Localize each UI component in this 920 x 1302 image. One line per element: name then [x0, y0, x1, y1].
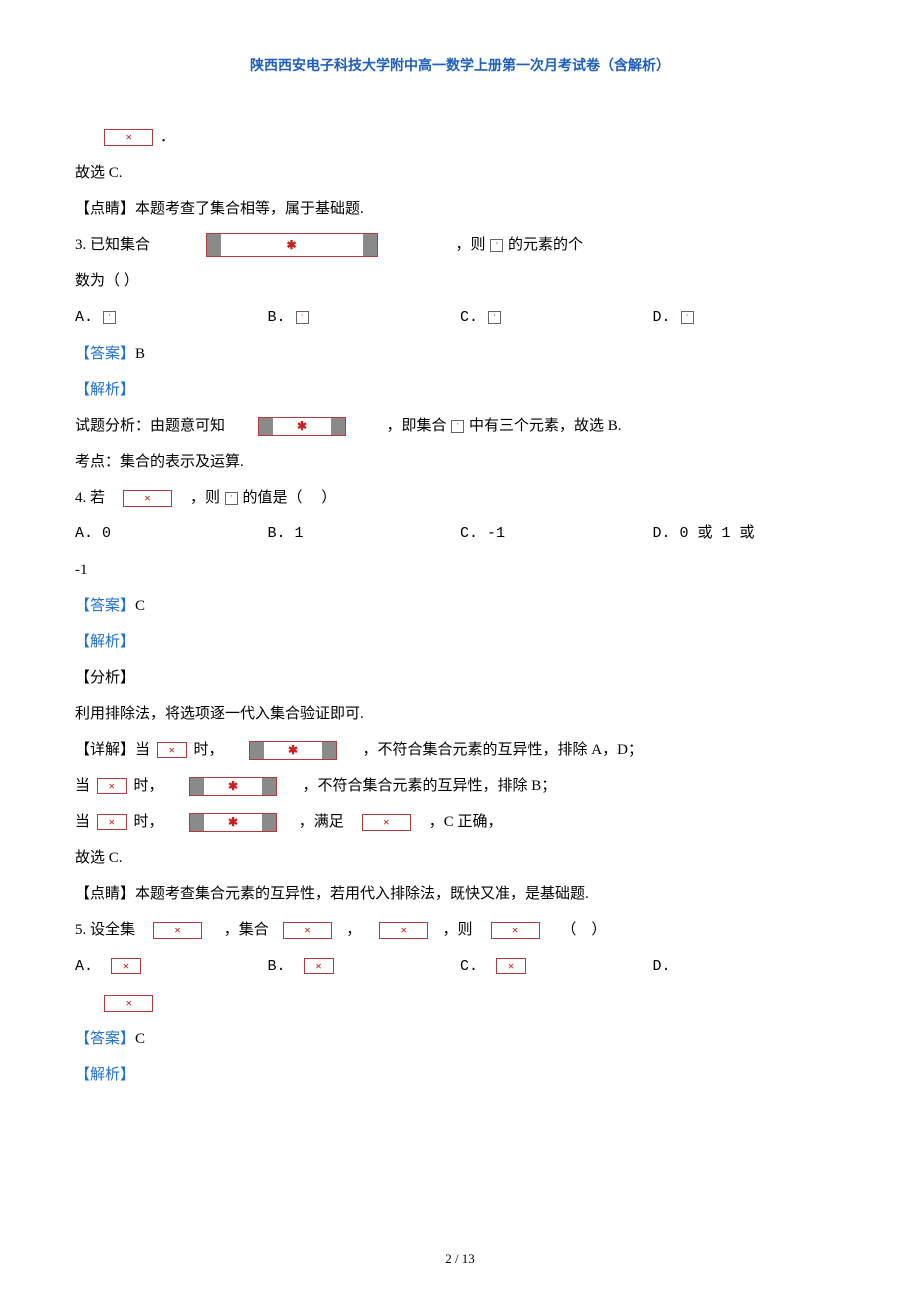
- q5-analysis-label: 【解析】: [75, 1057, 845, 1093]
- inline-var-icon: [225, 492, 238, 505]
- formula-icon: [189, 777, 277, 796]
- q5-options: A. B. C. D.: [75, 948, 845, 985]
- formula-icon: [153, 922, 202, 939]
- formula-icon: [157, 742, 187, 758]
- q4-fenxi: 【分析】: [75, 660, 845, 696]
- formula-icon: [491, 922, 540, 939]
- q4-opt-d: D. 0 或 1 或: [653, 516, 846, 552]
- formula-icon: [379, 922, 428, 939]
- q5-opt-a: A.: [75, 948, 268, 985]
- formula-icon: [97, 814, 127, 830]
- q3-analysis-1: 试题分析：由题意可知 ，即集合 中有三个元素，故选 B.: [75, 408, 845, 444]
- page: 陕西西安电子科技大学附中高一数学上册第一次月考试卷（含解析） ． 故选 C. 【…: [0, 0, 920, 1302]
- prev-dianjing: 【点睛】本题考查了集合相等，属于基础题.: [75, 191, 845, 227]
- q5-stem: 5. 设全集 ，集合 ， ，则 （ ）: [75, 912, 845, 948]
- formula-icon: [97, 778, 127, 794]
- q4-conclusion: 故选 C.: [75, 840, 845, 876]
- q5-opt-d-box: [75, 985, 845, 1021]
- formula-icon: [362, 814, 411, 831]
- q4-optd-cont: -1: [75, 552, 845, 588]
- q4-analysis-1: 利用排除法，将选项逐一代入集合验证即可.: [75, 696, 845, 732]
- formula-icon: [206, 233, 378, 257]
- formula-icon: [104, 129, 153, 146]
- q4-stem: 4. 若 ，则 的值是（ ）: [75, 480, 845, 516]
- inline-var-icon: [451, 420, 464, 433]
- inline-var-icon: [488, 311, 501, 324]
- formula-icon: [123, 490, 172, 507]
- q3-options: A. B. C. D.: [75, 299, 845, 336]
- q4-opt-c: C. -1: [460, 516, 653, 552]
- q3-opt-c: C.: [460, 299, 653, 336]
- q5-opt-d: D.: [653, 948, 846, 985]
- formula-icon: [304, 958, 334, 974]
- q3-stem-after2: 的元素的个: [508, 237, 583, 253]
- q4-opt-b: B. 1: [268, 516, 461, 552]
- prev-formula-line: ．: [75, 119, 845, 155]
- q3-answer: 【答案】B: [75, 336, 845, 372]
- q5-answer: 【答案】C: [75, 1021, 845, 1057]
- q3-analysis-label: 【解析】: [75, 372, 845, 408]
- inline-var-icon: [681, 311, 694, 324]
- q4-answer: 【答案】C: [75, 588, 845, 624]
- formula-icon: [496, 958, 526, 974]
- inline-var-icon: [490, 239, 503, 252]
- page-number: 2 / 13: [0, 1243, 920, 1274]
- q3-opt-b: B.: [268, 299, 461, 336]
- formula-icon: [111, 958, 141, 974]
- q4-options: A. 0 B. 1 C. -1 D. 0 或 1 或: [75, 516, 845, 552]
- prev-conclusion: 故选 C.: [75, 155, 845, 191]
- q3-stem-after: ，则: [456, 237, 486, 253]
- q3-stem-before: 3. 已知集合: [75, 237, 150, 253]
- formula-icon: [249, 741, 337, 760]
- q4-dianjing: 【点睛】本题考查集合元素的互异性，若用代入排除法，既快又准，是基础题.: [75, 876, 845, 912]
- page-header: 陕西西安电子科技大学附中高一数学上册第一次月考试卷（含解析）: [75, 50, 845, 84]
- q4-detail-1: 【详解】当 时， ，不符合集合元素的互异性，排除 A，D；: [75, 732, 845, 768]
- q3-opt-a: A.: [75, 299, 268, 336]
- formula-icon: [283, 922, 332, 939]
- q3-answer-val: B: [135, 346, 145, 362]
- q3-stem2: 数为（ ）: [75, 263, 845, 299]
- inline-var-icon: [296, 311, 309, 324]
- q3-opt-d: D.: [653, 299, 846, 336]
- q4-detail-3: 当 时， ，满足 ，C 正确，: [75, 804, 845, 840]
- formula-icon: [258, 417, 346, 436]
- prev-suffix: ．: [160, 129, 175, 145]
- formula-icon: [104, 995, 153, 1012]
- q5-opt-b: B.: [268, 948, 461, 985]
- q3-analysis-2: 考点：集合的表示及运算.: [75, 444, 845, 480]
- q5-opt-c: C.: [460, 948, 653, 985]
- inline-var-icon: [103, 311, 116, 324]
- q4-detail-2: 当 时， ，不符合集合元素的互异性，排除 B；: [75, 768, 845, 804]
- q4-opt-a: A. 0: [75, 516, 268, 552]
- q3-stem: 3. 已知集合 ，则 的元素的个: [75, 227, 845, 263]
- q4-analysis-label: 【解析】: [75, 624, 845, 660]
- formula-icon: [189, 813, 277, 832]
